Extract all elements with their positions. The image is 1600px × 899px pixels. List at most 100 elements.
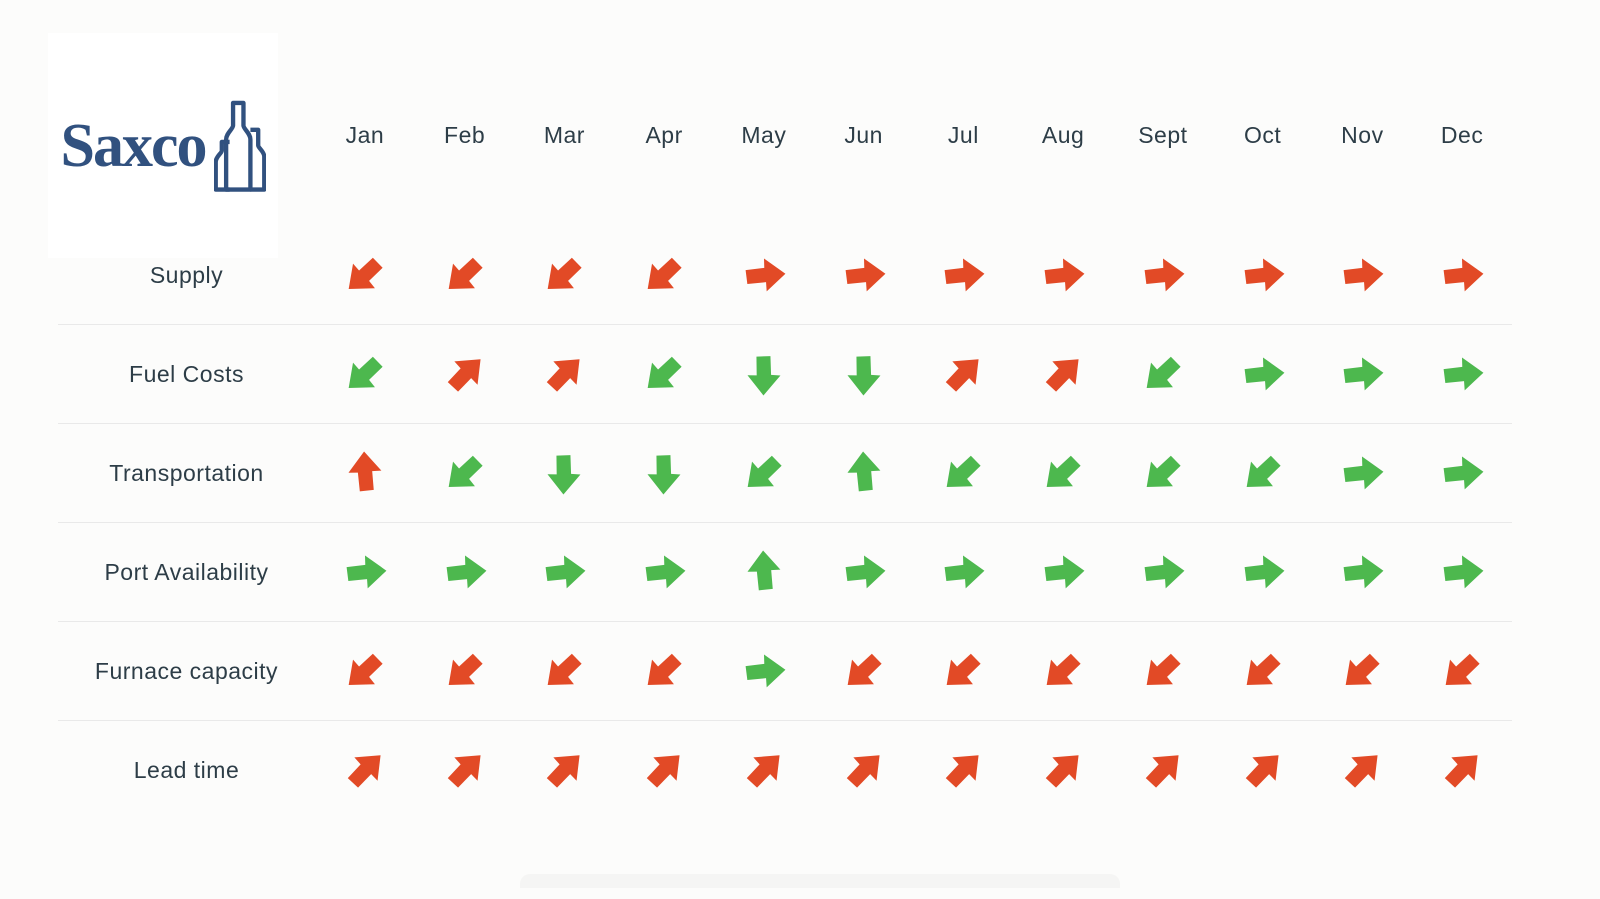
trend-arrow-up-right-icon (1345, 755, 1378, 788)
trend-arrow-right-icon (1044, 258, 1085, 292)
trend-arrow-up-icon (747, 550, 781, 591)
trend-cell (1013, 252, 1113, 298)
saxco-logo: Saxco (48, 33, 278, 258)
trend-arrow-right-icon (745, 654, 786, 688)
trend-arrow-right-icon (745, 258, 786, 292)
trend-arrow-down-left-icon (947, 455, 981, 487)
trend-cell (515, 549, 615, 595)
trend-cell (714, 252, 814, 298)
trend-arrow-right-icon (1144, 258, 1185, 292)
month-label-jun: Jun (844, 122, 883, 148)
trend-cell (415, 351, 515, 397)
trend-arrow-up-right-icon (447, 359, 481, 392)
month-label-feb: Feb (444, 122, 486, 148)
month-label-sept: Sept (1138, 122, 1188, 148)
trend-arrow-right-icon (944, 258, 985, 292)
table-row-lead-time: Lead time (58, 721, 1512, 819)
header-spacer (58, 122, 315, 149)
month-label-jan: Jan (345, 122, 385, 148)
trend-arrow-right-icon (446, 555, 487, 589)
table-row-furnace-capacity: Furnace capacity (58, 622, 1512, 721)
trend-arrow-up-right-icon (1444, 755, 1478, 788)
trend-cell (1313, 549, 1413, 595)
trend-arrow-down-left-icon (348, 653, 383, 685)
trend-arrow-down-left-icon (1445, 653, 1480, 685)
month-label-jul: Jul (947, 122, 979, 148)
trend-cell (315, 252, 415, 298)
table-row-transportation: Transportation (58, 424, 1512, 523)
trend-arrow-down-left-icon (1346, 653, 1380, 685)
trend-cell (814, 450, 914, 496)
trend-cell (415, 549, 515, 595)
trend-cell (814, 648, 914, 694)
month-label-dec: Dec (1440, 122, 1484, 148)
trend-cell (714, 549, 814, 595)
trend-arrow-down-left-icon (647, 653, 682, 685)
trend-cell (1313, 351, 1413, 397)
trend-cell (315, 549, 415, 595)
table-row-port-availability: Port Availability (58, 523, 1512, 622)
trend-cell (914, 747, 1014, 793)
trend-cell (515, 252, 615, 298)
trend-cell (1013, 747, 1113, 793)
trend-arrow-down-left-icon (548, 257, 582, 289)
trend-cell (415, 648, 515, 694)
trend-arrow-up-right-icon (946, 755, 979, 788)
trend-cell (1412, 252, 1512, 298)
month-label-apr: Apr (645, 122, 683, 148)
month-label-aug: Aug (1041, 122, 1085, 148)
trend-cell (415, 450, 515, 496)
trend-cell (515, 747, 615, 793)
trend-cell (1412, 351, 1512, 397)
trend-cell (714, 747, 814, 793)
trend-cell (1313, 747, 1413, 793)
trend-cell (814, 351, 914, 397)
trend-arrow-right-icon (1343, 258, 1384, 292)
saxco-logo-text: Saxco (60, 111, 208, 180)
trend-cell (415, 252, 515, 298)
trend-arrow-right-icon (1244, 555, 1285, 589)
trend-cell (614, 252, 714, 298)
trend-arrow-right-icon (1343, 555, 1384, 589)
trend-arrow-up-right-icon (946, 359, 979, 392)
trend-cell (914, 648, 1014, 694)
trend-arrow-down-left-icon (847, 653, 882, 685)
trend-cell (614, 747, 714, 793)
trend-cell (1013, 549, 1113, 595)
trend-cell (1412, 648, 1512, 694)
trend-cell (315, 648, 415, 694)
trend-arrow-up-right-icon (1245, 755, 1279, 788)
trend-cell (1113, 450, 1213, 496)
trend-arrow-right-icon (1244, 357, 1285, 391)
bottles-icon (213, 100, 266, 192)
trend-arrow-right-icon (1343, 357, 1384, 391)
trend-arrow-down-left-icon (1146, 653, 1181, 685)
trend-arrow-right-icon (845, 555, 886, 589)
table-row-fuel-costs: Fuel Costs (58, 325, 1512, 424)
trend-arrow-down-icon (547, 455, 581, 495)
trend-cell (1013, 351, 1113, 397)
trend-arrow-up-right-icon (746, 755, 780, 788)
trend-arrow-down-left-icon (448, 653, 483, 685)
trend-cell (1313, 450, 1413, 496)
trend-cell (1313, 648, 1413, 694)
trend-cell (515, 450, 615, 496)
trend-cell (1013, 450, 1113, 496)
trend-arrow-right-icon (346, 555, 387, 589)
trend-arrow-right-icon (1443, 357, 1484, 391)
trend-cell (714, 450, 814, 496)
trend-cell (1113, 549, 1213, 595)
trend-cell (814, 252, 914, 298)
trend-cell (1412, 549, 1512, 595)
trend-cell (1113, 351, 1213, 397)
trend-cell (315, 747, 415, 793)
trend-arrow-right-icon (1343, 456, 1384, 490)
trend-cell (315, 351, 415, 397)
trend-cell (1213, 252, 1313, 298)
trend-arrow-down-left-icon (1146, 356, 1181, 388)
trend-arrow-down-left-icon (1146, 455, 1181, 487)
trend-arrow-down-left-icon (448, 257, 483, 289)
trend-arrow-up-right-icon (347, 755, 381, 788)
trend-arrow-right-icon (1443, 258, 1484, 292)
trend-arrow-up-right-icon (1045, 755, 1079, 788)
